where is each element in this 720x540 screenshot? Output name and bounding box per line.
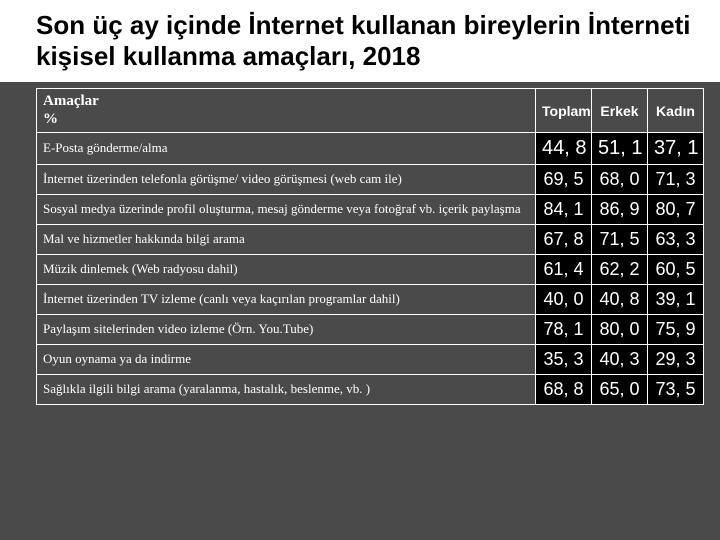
title-container: Son üç ay içinde İnternet kullanan birey… — [0, 0, 720, 82]
row-value: 71, 3 — [648, 164, 704, 194]
table-row: Sosyal medya üzerinde profil oluşturma, … — [37, 194, 704, 224]
row-value: 71, 5 — [592, 224, 648, 254]
row-label: Mal ve hizmetler hakkında bilgi arama — [37, 224, 536, 254]
row-value: 37, 1 — [648, 132, 704, 164]
row-value: 63, 3 — [648, 224, 704, 254]
row-label: Paylaşım sitelerinden video izleme (Örn.… — [37, 314, 536, 344]
row-value: 62, 2 — [592, 254, 648, 284]
header-label-line2: % — [43, 111, 58, 127]
row-value: 80, 0 — [592, 314, 648, 344]
row-value: 39, 1 — [648, 284, 704, 314]
table-row: E-Posta gönderme/alma44, 851, 137, 1 — [37, 132, 704, 164]
table-row: Paylaşım sitelerinden video izleme (Örn.… — [37, 314, 704, 344]
table-container: Amaçlar % Toplam Erkek Kadın E-Posta gön… — [0, 82, 720, 540]
row-value: 84, 1 — [536, 194, 592, 224]
row-value: 44, 8 — [536, 132, 592, 164]
row-value: 65, 0 — [592, 374, 648, 404]
row-label: E-Posta gönderme/alma — [37, 132, 536, 164]
row-value: 60, 5 — [648, 254, 704, 284]
row-value: 73, 5 — [648, 374, 704, 404]
table-row: Mal ve hizmetler hakkında bilgi arama67,… — [37, 224, 704, 254]
row-value: 40, 8 — [592, 284, 648, 314]
row-label: İnternet üzerinden telefonla görüşme/ vi… — [37, 164, 536, 194]
row-value: 68, 8 — [536, 374, 592, 404]
row-label: Müzik dinlemek (Web radyosu dahil) — [37, 254, 536, 284]
header-female: Kadın — [648, 89, 704, 133]
row-value: 78, 1 — [536, 314, 592, 344]
row-value: 86, 9 — [592, 194, 648, 224]
row-value: 67, 8 — [536, 224, 592, 254]
table-body: E-Posta gönderme/alma44, 851, 137, 1İnte… — [37, 132, 704, 404]
row-value: 40, 0 — [536, 284, 592, 314]
row-value: 29, 3 — [648, 344, 704, 374]
table-row: Oyun oynama ya da indirme35, 340, 329, 3 — [37, 344, 704, 374]
slide: Son üç ay içinde İnternet kullanan birey… — [0, 0, 720, 540]
row-value: 69, 5 — [536, 164, 592, 194]
row-value: 80, 7 — [648, 194, 704, 224]
data-table: Amaçlar % Toplam Erkek Kadın E-Posta gön… — [36, 88, 704, 405]
page-title: Son üç ay içinde İnternet kullanan birey… — [36, 10, 704, 72]
row-label: İnternet üzerinden TV izleme (canlı veya… — [37, 284, 536, 314]
row-value: 40, 3 — [592, 344, 648, 374]
header-label-line1: Amaçlar — [43, 93, 99, 109]
header-label: Amaçlar % — [37, 89, 536, 133]
table-row: Sağlıkla ilgili bilgi arama (yaralanma, … — [37, 374, 704, 404]
row-value: 35, 3 — [536, 344, 592, 374]
table-row: İnternet üzerinden TV izleme (canlı veya… — [37, 284, 704, 314]
row-value: 68, 0 — [592, 164, 648, 194]
row-value: 75, 9 — [648, 314, 704, 344]
row-label: Sağlıkla ilgili bilgi arama (yaralanma, … — [37, 374, 536, 404]
row-value: 61, 4 — [536, 254, 592, 284]
header-total: Toplam — [536, 89, 592, 133]
header-male: Erkek — [592, 89, 648, 133]
row-label: Sosyal medya üzerinde profil oluşturma, … — [37, 194, 536, 224]
table-header-row: Amaçlar % Toplam Erkek Kadın — [37, 89, 704, 133]
table-row: Müzik dinlemek (Web radyosu dahil)61, 46… — [37, 254, 704, 284]
row-value: 51, 1 — [592, 132, 648, 164]
table-row: İnternet üzerinden telefonla görüşme/ vi… — [37, 164, 704, 194]
row-label: Oyun oynama ya da indirme — [37, 344, 536, 374]
